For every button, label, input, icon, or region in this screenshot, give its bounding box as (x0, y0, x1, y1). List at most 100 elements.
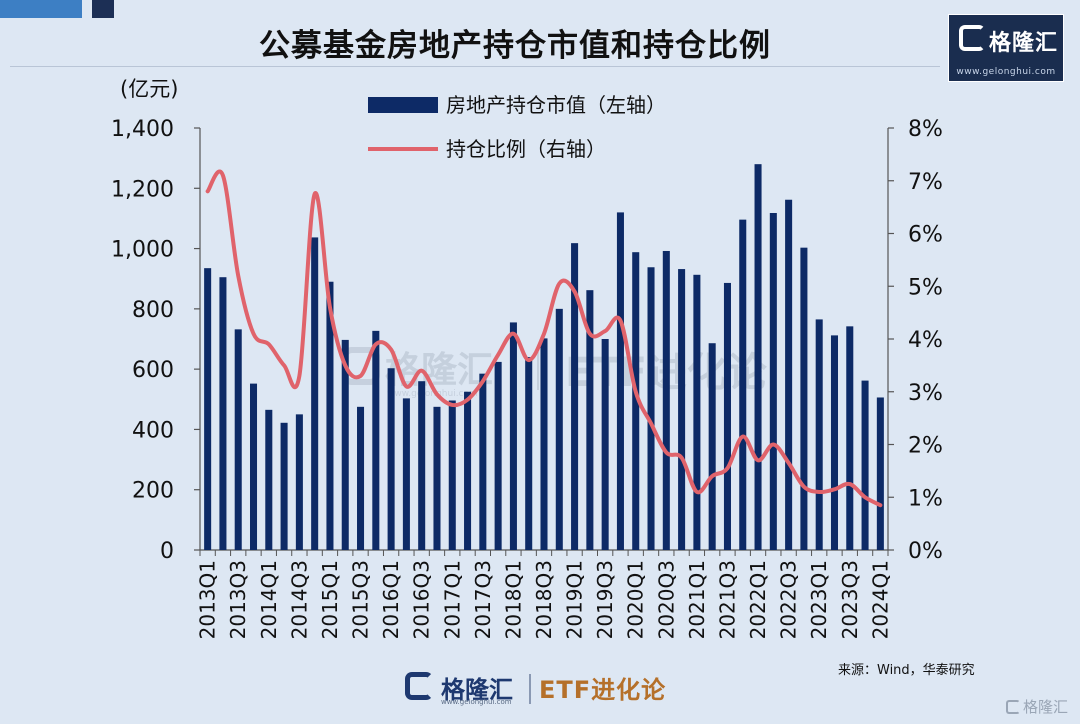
ratio-point (725, 466, 730, 470)
bar (846, 326, 854, 550)
legend-bar-label: 房地产持仓市值（左轴） (446, 93, 666, 117)
x-tick-label: 2013Q1 (196, 560, 220, 639)
bar (341, 339, 349, 550)
ratio-point (557, 282, 561, 286)
footer-separator (529, 674, 531, 704)
left-tick-label: 400 (132, 418, 174, 443)
bar (295, 414, 303, 550)
ratio-point (832, 487, 837, 491)
x-tick-label: 2023Q3 (838, 560, 862, 639)
x-tick-label: 2016Q1 (379, 560, 403, 639)
bar (723, 282, 731, 550)
ratio-point (267, 342, 271, 346)
right-tick-label: 5% (908, 275, 943, 300)
bar (830, 335, 839, 550)
footer-logo-url: www.gelonghui.com (441, 698, 512, 706)
left-tick-label: 200 (132, 479, 174, 504)
bar (464, 391, 472, 550)
right-tick-label: 6% (908, 223, 943, 248)
right-tick-label: 0% (908, 539, 943, 564)
x-tick-label: 2017Q3 (471, 560, 495, 639)
ratio-point (465, 398, 470, 402)
x-tick-label: 2019Q3 (593, 560, 617, 639)
bar (678, 269, 686, 550)
ratio-point (481, 379, 485, 383)
right-tick-label: 4% (908, 328, 943, 353)
footer-g-icon (405, 672, 433, 700)
x-tick-label: 2021Q3 (715, 560, 739, 639)
ratio-point (542, 332, 546, 336)
x-tick-label: 2017Q1 (440, 560, 464, 639)
right-tick-label: 1% (908, 486, 943, 511)
ratio-point (343, 363, 347, 367)
ratio-point (588, 332, 592, 336)
ratio-point (848, 482, 852, 486)
bar (662, 250, 670, 551)
x-tick-label: 2020Q3 (654, 560, 678, 639)
bar (219, 277, 227, 550)
bar (249, 383, 258, 550)
bar (326, 281, 334, 550)
x-axis-ticks: 2013Q1 2013Q3 2014Q1 2014Q3 2015Q1 2015Q3 2016… (196, 550, 892, 639)
x-tick-label: 2016Q3 (410, 560, 434, 639)
bar (815, 319, 823, 550)
bar (601, 339, 609, 550)
watermark-separator (537, 352, 539, 390)
x-tick-label: 2022Q1 (746, 560, 770, 639)
bar (647, 267, 655, 550)
bar (479, 373, 487, 550)
ratio-point (420, 369, 424, 373)
x-tick-label: 2020Q1 (624, 560, 648, 639)
chart-title: 公募基金房地产持仓市值和持仓比例 (259, 28, 771, 64)
y-axis-unit-label: (亿元) (120, 77, 178, 101)
x-tick-label: 2022Q3 (777, 560, 801, 639)
right-axis-ticks: 0% 1% 2% 3% 4% 5% 6% 7% 8% (888, 117, 943, 564)
bar (265, 409, 273, 550)
ratio-point (680, 456, 684, 460)
bar (800, 247, 808, 550)
ratio-point (358, 374, 363, 378)
source-note: 来源：Wind，华泰研究 (838, 663, 975, 678)
bar (693, 274, 701, 550)
x-tick-label: 2014Q3 (287, 560, 311, 639)
legend: 房地产持仓市值（左轴） 持仓比例（右轴） (368, 93, 666, 161)
bar-series (204, 164, 884, 551)
left-tick-label: 1,000 (111, 238, 174, 263)
ratio-point (206, 189, 210, 193)
ratio-point (634, 390, 638, 394)
bar (876, 397, 884, 550)
bar (418, 381, 426, 550)
corner-tab-blue (0, 0, 82, 18)
bar (433, 406, 441, 550)
ratio-point (878, 503, 882, 507)
bar (372, 330, 380, 550)
bar (555, 308, 563, 550)
bar (769, 213, 777, 550)
bar (448, 400, 456, 550)
ratio-point (572, 289, 577, 294)
left-axis-ticks: 0 200 400 600 800 1,000 1,200 1,400 (111, 117, 200, 564)
ratio-point (328, 305, 332, 309)
x-tick-label: 2021Q1 (685, 560, 709, 639)
bar (785, 199, 793, 551)
bar (525, 357, 533, 550)
ratio-point (251, 332, 256, 336)
ratio-point (649, 421, 653, 425)
ratio-point (282, 363, 286, 367)
bar (234, 329, 242, 550)
ratio-line (205, 169, 883, 508)
corner-watermark-text: 格隆汇 (1023, 698, 1069, 716)
right-tick-label: 8% (908, 117, 943, 142)
bar (280, 422, 288, 550)
legend-line-label: 持仓比例（右轴） (446, 137, 606, 161)
ratio-point (771, 442, 775, 447)
bar (204, 268, 212, 550)
ratio-point (787, 461, 791, 465)
ratio-point (710, 474, 714, 478)
brand-g-icon (959, 25, 985, 51)
x-tick-label: 2024Q1 (868, 560, 892, 639)
bar (540, 338, 548, 550)
brand-logo-url: www.gelonghui.com (956, 67, 1056, 77)
ratio-point (450, 403, 454, 407)
ratio-point (756, 458, 760, 462)
